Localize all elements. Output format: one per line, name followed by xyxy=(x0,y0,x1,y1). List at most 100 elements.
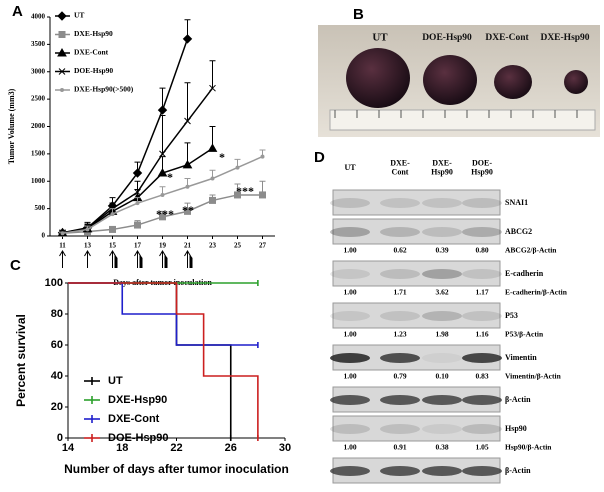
marker xyxy=(157,105,168,115)
marker xyxy=(132,168,143,178)
band xyxy=(330,424,370,434)
y-tick-label: 3000 xyxy=(31,67,46,75)
marker xyxy=(184,207,191,215)
y-tick-label: 60 xyxy=(51,339,63,351)
band xyxy=(330,227,370,237)
band xyxy=(422,269,462,279)
blot xyxy=(332,415,501,442)
survival-line xyxy=(68,282,258,346)
blot xyxy=(332,189,501,216)
panel-label: D xyxy=(314,149,325,166)
y-tick-label: 80 xyxy=(51,308,63,320)
panel-label: B xyxy=(353,6,364,23)
x-tick-label: 14 xyxy=(62,442,75,454)
column-header: DOE-Hsp90 xyxy=(471,158,493,176)
y-tick-label: 0 xyxy=(57,432,63,444)
y-tick-label: 500 xyxy=(35,204,46,212)
x-tick-label: 26 xyxy=(225,442,237,454)
photo-label: UT xyxy=(372,32,388,44)
band xyxy=(462,424,502,434)
band xyxy=(422,466,462,476)
x-tick-label: 25 xyxy=(234,242,242,250)
x-tick-label: 13 xyxy=(84,242,92,250)
band xyxy=(422,198,462,208)
band xyxy=(422,227,462,237)
band xyxy=(380,466,420,476)
ratio: 0.38 xyxy=(435,443,448,452)
band xyxy=(422,353,462,363)
marker xyxy=(60,231,65,236)
x-axis-label: Number of days after tumor inoculation xyxy=(64,462,289,476)
band xyxy=(330,353,370,363)
row-label: SNAI1 xyxy=(505,198,528,207)
marker xyxy=(60,88,64,92)
legend-label: UT xyxy=(108,375,123,387)
ratio: 1.16 xyxy=(475,330,488,339)
marker xyxy=(134,188,141,196)
marker xyxy=(182,159,193,169)
ratio: 0.10 xyxy=(435,372,448,381)
marker xyxy=(58,31,66,38)
arrow xyxy=(164,254,168,268)
marker xyxy=(57,11,67,21)
y-tick-label: 0 xyxy=(42,232,46,240)
row-label: β-Actin xyxy=(505,466,531,475)
y-tick-label: 2000 xyxy=(31,122,46,130)
marker xyxy=(259,191,266,199)
band xyxy=(330,269,370,279)
y-tick-label: 1000 xyxy=(31,177,46,185)
arrow xyxy=(84,250,91,268)
marker xyxy=(157,168,168,177)
survival-line xyxy=(68,282,259,438)
ratio: 0.62 xyxy=(393,246,406,255)
marker xyxy=(260,154,265,159)
column-header: DXE-Cont xyxy=(390,158,410,176)
band xyxy=(380,311,420,321)
legend-label: DXE-Cont xyxy=(74,48,109,57)
x-tick-label: 21 xyxy=(184,242,192,250)
y-tick-label: 3500 xyxy=(31,40,46,48)
legend-label: DXE-Hsp90 xyxy=(108,394,167,406)
blot xyxy=(332,302,501,329)
ratio: 1.00 xyxy=(343,443,356,452)
ratio: 0.80 xyxy=(475,246,488,255)
band xyxy=(380,227,420,237)
x-tick-label: 19 xyxy=(159,242,167,250)
ratio: 1.00 xyxy=(343,288,356,297)
row-label: Vimentin xyxy=(505,353,537,362)
x-tick-label: 18 xyxy=(116,442,128,454)
band xyxy=(422,395,462,405)
annotation: ** xyxy=(182,203,194,217)
row-label: β-Actin xyxy=(505,395,531,404)
marker xyxy=(135,201,140,206)
ratio-label: Vimentin/β-Actin xyxy=(505,372,562,381)
ratio: 1.98 xyxy=(435,330,448,339)
marker xyxy=(85,227,90,232)
arrow xyxy=(139,254,143,268)
marker xyxy=(209,84,216,92)
x-tick-label: 17 xyxy=(134,242,142,250)
legend-label: DXE-Hsp90 xyxy=(74,29,113,38)
error-bar xyxy=(159,115,166,154)
marker xyxy=(182,34,193,44)
marker xyxy=(134,221,141,229)
annotation: * xyxy=(167,170,173,184)
ratio: 3.62 xyxy=(435,288,448,297)
photo xyxy=(318,25,600,137)
y-tick-label: 100 xyxy=(45,277,63,289)
y-tick-label: 2500 xyxy=(31,95,46,103)
photo-label: DXE-Hsp90 xyxy=(540,33,589,43)
x-tick-label: 22 xyxy=(170,442,182,454)
marker xyxy=(58,68,66,75)
marker xyxy=(210,176,215,181)
marker xyxy=(110,212,115,217)
marker xyxy=(57,47,67,57)
ratio-label: P53/β-Actin xyxy=(505,330,544,339)
arrow xyxy=(59,250,66,268)
column-header: UT xyxy=(344,163,356,172)
band xyxy=(462,269,502,279)
legend-label: DOE-Hsp90 xyxy=(108,432,169,444)
ratio: 0.39 xyxy=(435,246,448,255)
band xyxy=(462,198,502,208)
ratio: 1.00 xyxy=(343,372,356,381)
